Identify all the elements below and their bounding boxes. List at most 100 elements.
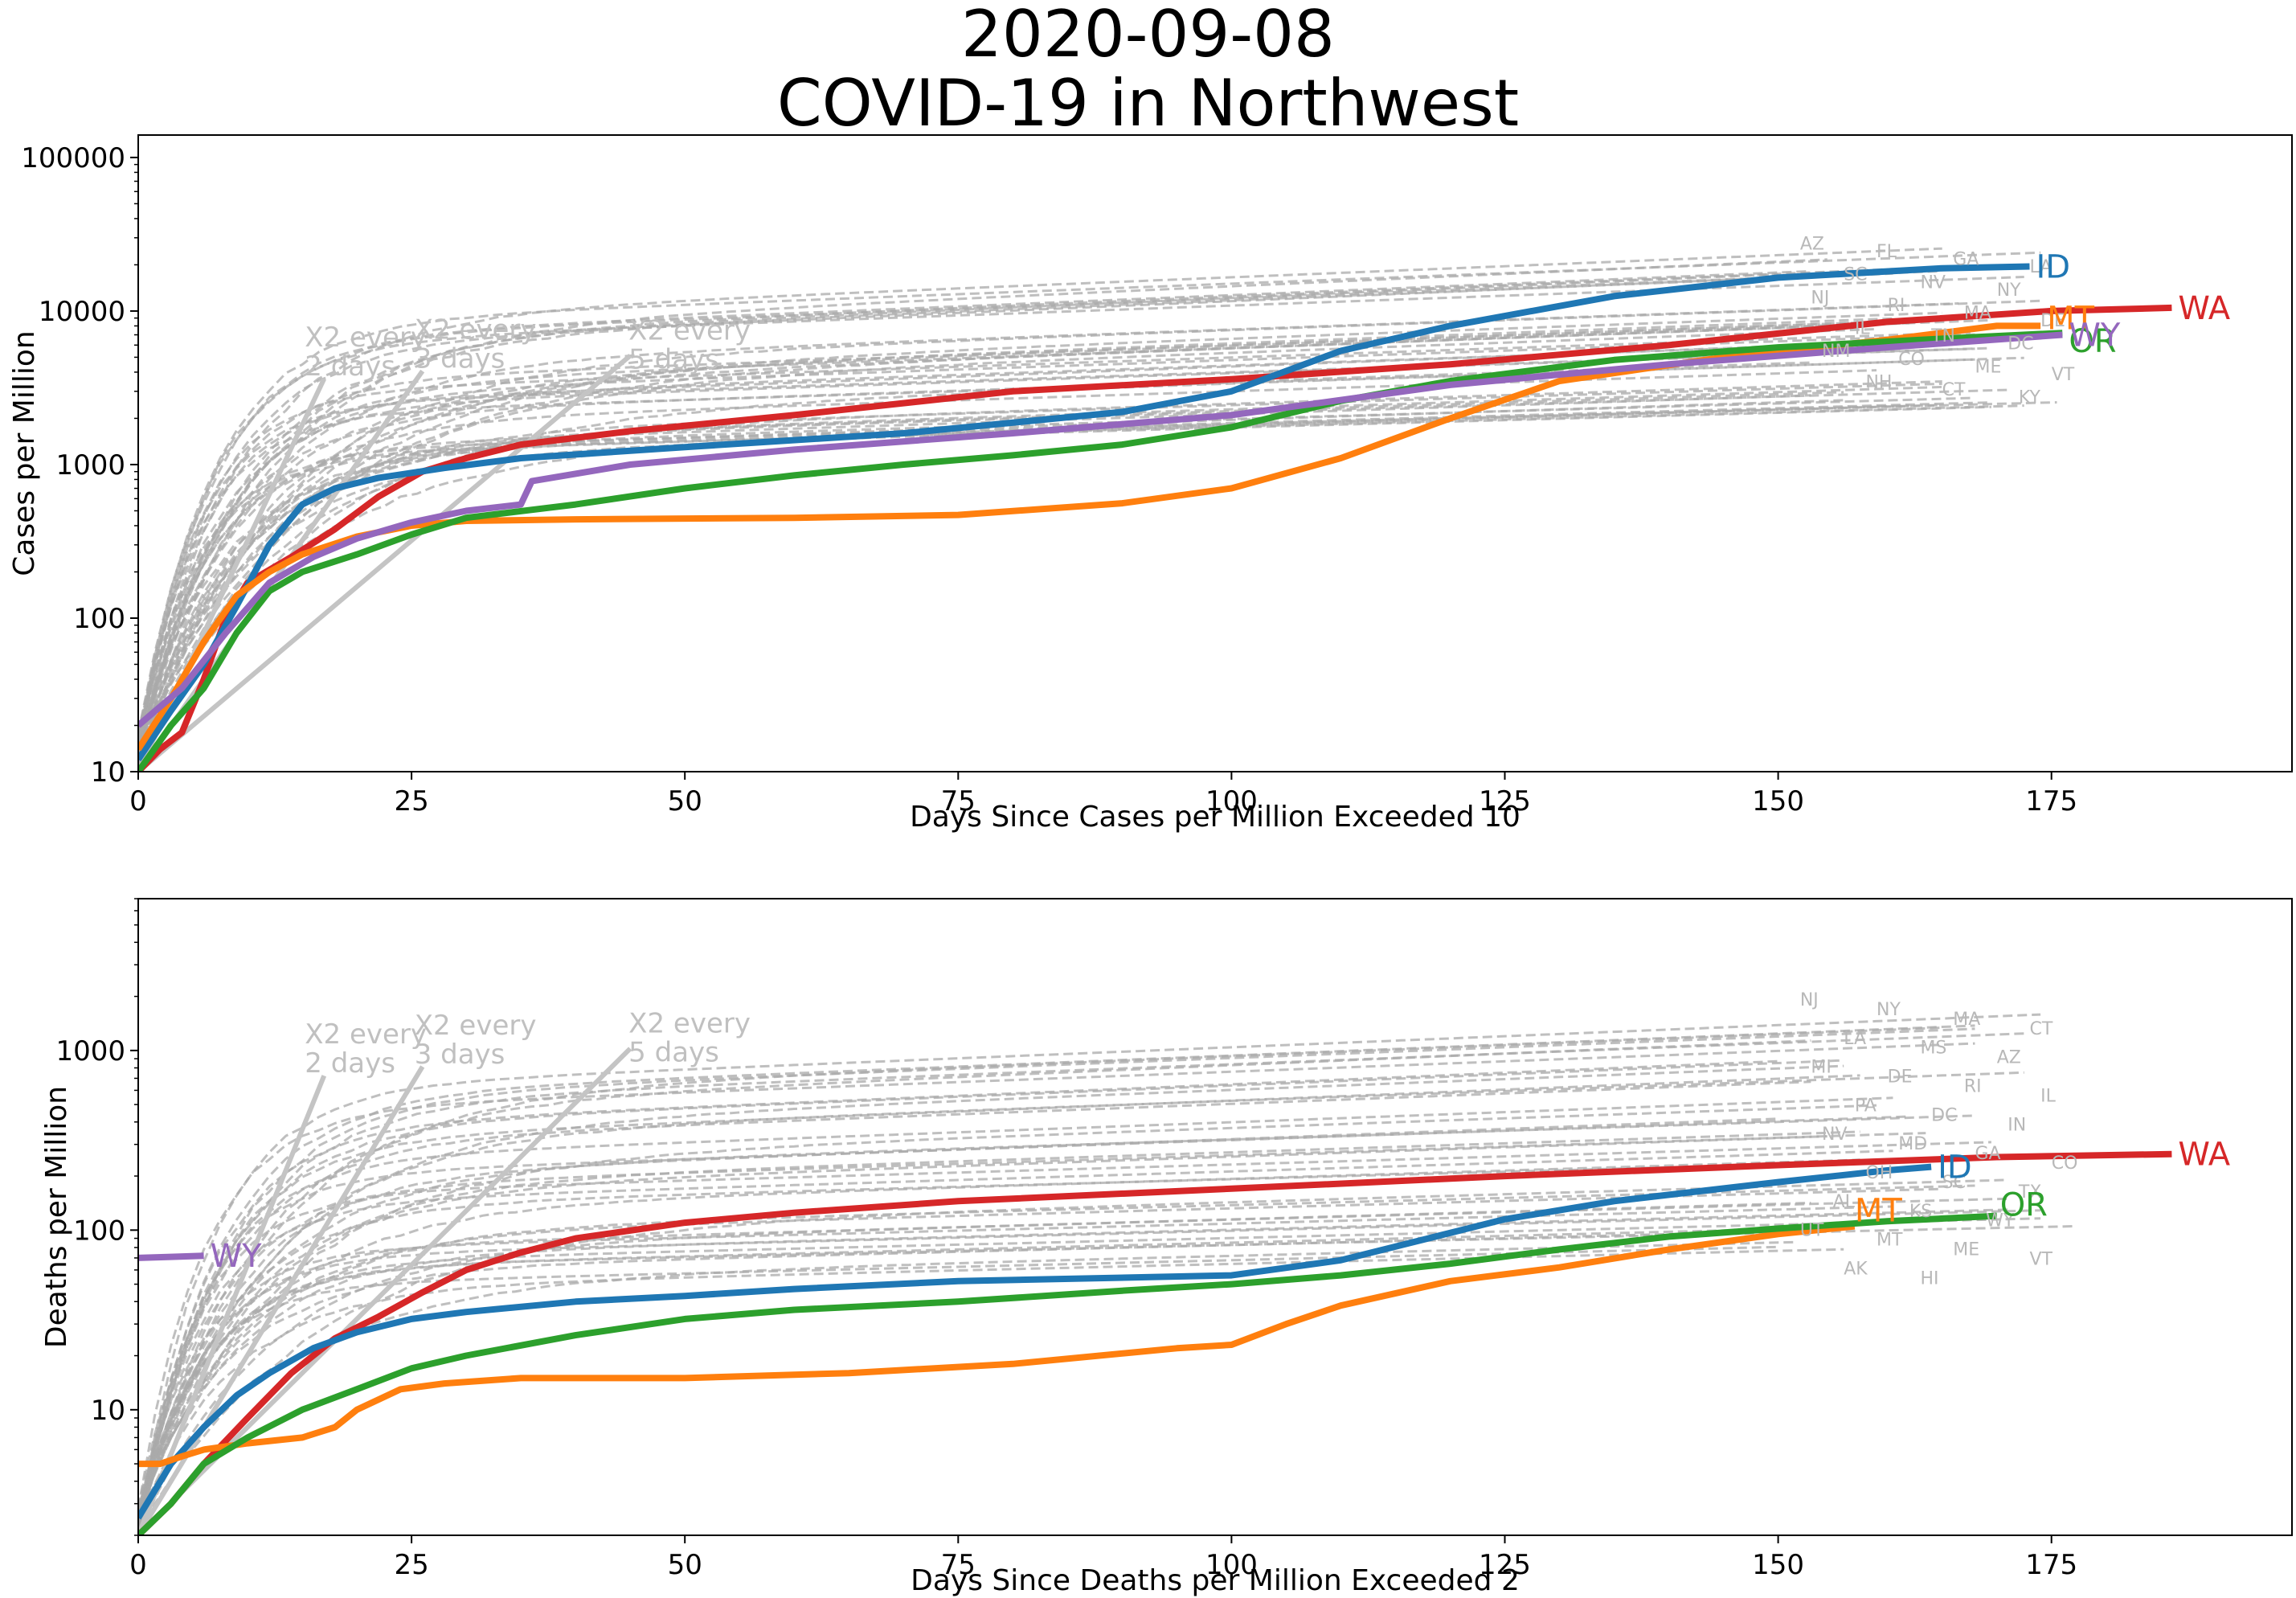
state-label: MD — [1898, 1134, 1927, 1154]
x-tick-label: 75 — [941, 785, 976, 817]
state-label: WY — [1986, 1211, 2015, 1231]
series-line-id — [138, 1163, 1932, 1520]
state-label: GA — [1953, 250, 1979, 270]
comparison-state-line — [138, 302, 1959, 740]
y-axis-label: Deaths per Million — [40, 1086, 73, 1348]
y-tick-label: 10 — [91, 1395, 125, 1427]
x-tick-label: 0 — [129, 785, 147, 817]
comparison-state-line — [138, 1024, 1975, 1522]
comparison-state-line — [138, 1114, 1975, 1514]
series-label-or: OR — [2069, 323, 2116, 360]
state-label: KS — [1909, 1202, 1932, 1222]
doubling-guide-label: X2 every 2 days — [305, 1018, 427, 1080]
title-region: COVID-19 in Northwest — [776, 66, 1520, 141]
comparison-state-line — [138, 247, 1942, 740]
x-tick-label: 50 — [668, 1549, 702, 1581]
series-line-wy — [138, 331, 2063, 728]
x-tick-label: 25 — [394, 1549, 428, 1581]
series-label-or: OR — [2000, 1187, 2048, 1224]
comparison-state-line — [138, 401, 1991, 740]
x-tick-label: 150 — [1752, 785, 1804, 817]
doubling-guide-label: X2 every 3 days — [415, 314, 537, 375]
series-label-id: ID — [1938, 1149, 1972, 1186]
state-label: ME — [1975, 357, 2001, 377]
state-label: MI — [1811, 1058, 1831, 1078]
doubling-guide-label-line: 5 days — [628, 343, 719, 375]
comparison-state-line — [138, 251, 2041, 742]
doubling-guide-label: X2 every 5 days — [628, 1008, 751, 1069]
comparison-state-line — [138, 1080, 1811, 1511]
comparison-state-line — [138, 1209, 2041, 1531]
comparison-state-line — [138, 320, 1893, 752]
state-label: SC — [1942, 1173, 1966, 1193]
state-label: CO — [2052, 1153, 2078, 1174]
state-label: SC — [1844, 265, 1867, 285]
state-label: VT — [2052, 365, 2075, 385]
y-tick-label: 10 — [91, 756, 125, 789]
state-label: LA — [2030, 257, 2052, 277]
comparison-state-line — [138, 1064, 1844, 1511]
state-label: IL — [1855, 319, 1870, 339]
state-label: NV — [1920, 272, 1946, 293]
state-label: CT — [2030, 1019, 2053, 1039]
comparison-state-line — [138, 322, 1909, 760]
series-line-wy — [138, 1252, 204, 1261]
state-label: AZ — [1800, 235, 1824, 255]
state-label: GA — [1975, 1144, 2000, 1164]
state-label: VT — [2030, 1249, 2053, 1269]
state-label: IL — [2040, 1086, 2056, 1106]
plot-body — [138, 1013, 2172, 1535]
comparison-state-line — [138, 311, 1942, 748]
comparison-state-line — [138, 268, 1893, 755]
comparison-state-line — [138, 1240, 1795, 1510]
x-tick-label: 150 — [1752, 1549, 1804, 1581]
x-tick-label: 100 — [1205, 785, 1258, 817]
comparison-state-line — [138, 404, 2024, 742]
x-tick-label: 100 — [1205, 1549, 1258, 1581]
doubling-guide-label-line: X2 every — [305, 322, 427, 354]
comparison-state-line — [138, 1155, 2057, 1510]
y-axis-label: Cases per Million — [8, 330, 41, 576]
cases-plot: 0 25 50 75 100 125 150 175 10 100 1000 10000 100000 D… — [8, 134, 2293, 834]
state-label: NV — [1822, 1125, 1848, 1145]
x-axis-label: Days Since Deaths per Million Exceeded 2 — [911, 1564, 1520, 1597]
comparison-state-line — [138, 1104, 1877, 1514]
comparison-state-line — [138, 369, 1877, 750]
y-tick-label: 10000 — [39, 296, 125, 328]
state-label: ME — [1953, 1240, 1979, 1260]
doubling-guide-label-line: X2 every — [415, 314, 537, 346]
comparison-state-line — [138, 1158, 1860, 1510]
state-label: HI — [1920, 1268, 1938, 1289]
comparison-state-line — [138, 1245, 1778, 1512]
state-label: TX — [2018, 1182, 2042, 1203]
series-line-id — [138, 263, 2030, 762]
state-label: MT — [1876, 1231, 1903, 1251]
comparison-state-line — [138, 399, 1844, 766]
axes-frame — [137, 898, 2293, 1536]
comparison-state-line — [138, 401, 2057, 738]
plot-body — [138, 247, 2172, 772]
comparison-state-line — [138, 1149, 1893, 1518]
comparison-state-line — [138, 320, 1877, 744]
y-tick-label: 100000 — [21, 142, 125, 174]
state-label: RI — [1888, 296, 1905, 316]
comparison-state-line — [138, 1071, 2024, 1522]
series-line-or — [138, 1212, 1997, 1535]
state-label: CO — [1898, 350, 1925, 370]
comparison-state-line — [138, 1130, 1860, 1510]
state-label: MA — [1964, 303, 1991, 323]
state-label: NM — [1822, 342, 1850, 362]
doubling-guide-label-line: 2 days — [305, 350, 395, 383]
comparison-state-line — [138, 1217, 2041, 1529]
doubling-guide-label: X2 every 3 days — [415, 1010, 537, 1071]
state-label: NY — [1876, 1000, 1901, 1020]
state-label: NH — [1865, 372, 1892, 392]
state-label: PA — [1855, 1096, 1876, 1116]
state-label: NJ — [1800, 990, 1819, 1010]
axes-frame — [137, 134, 2293, 772]
comparison-state-line — [138, 1026, 1942, 1513]
doubling-guide-label-line: X2 every — [628, 314, 751, 346]
y-tick-label: 100 — [73, 1215, 125, 1247]
doubling-guide-label: X2 every 2 days — [305, 322, 427, 383]
state-label: OH — [1865, 1163, 1893, 1183]
